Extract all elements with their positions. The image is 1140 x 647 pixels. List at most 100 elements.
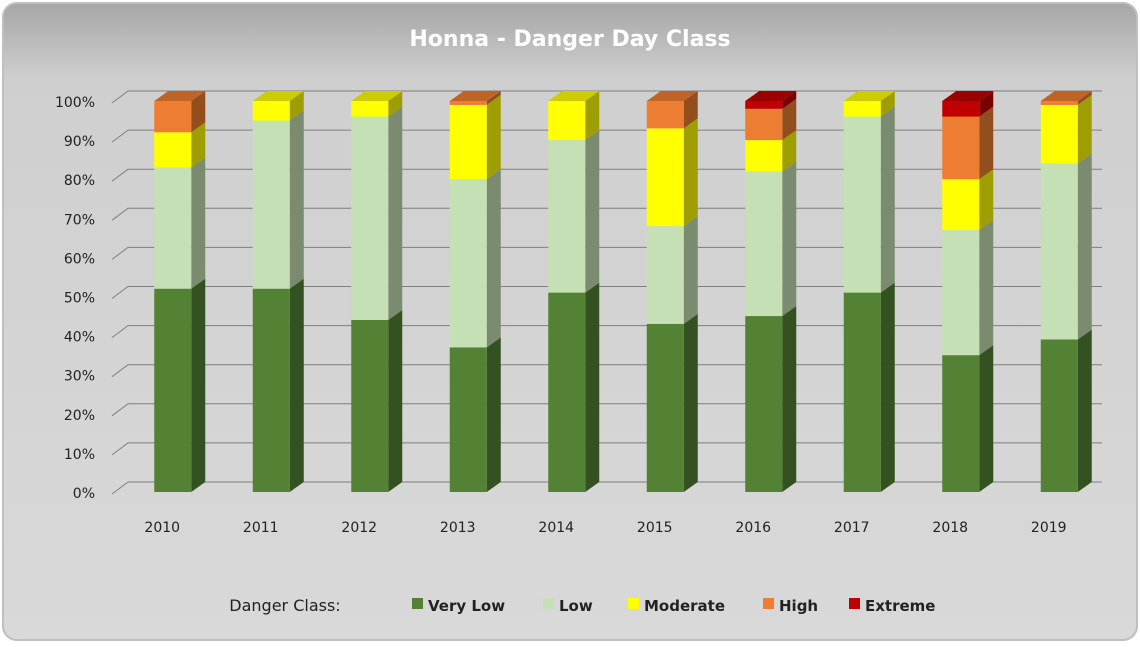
y-tick-label: 10% [64, 447, 95, 463]
bar-face [1077, 91, 1092, 105]
bar-segment [252, 91, 304, 121]
bar-segment [745, 98, 797, 141]
legend-swatch [763, 598, 774, 609]
y-tick-label: 50% [64, 291, 95, 307]
bar-face [942, 355, 980, 492]
bar-face [449, 347, 487, 492]
legend-label: Extreme [865, 597, 935, 615]
bar-segment [646, 91, 698, 129]
bar-face [942, 91, 994, 101]
bar-face [646, 101, 684, 129]
bar-face [548, 292, 586, 492]
bar-segment [646, 313, 698, 492]
bar-segment [252, 278, 304, 492]
bar-face [646, 128, 684, 227]
x-tick-label: 2010 [144, 520, 180, 536]
x-tick-label: 2011 [243, 520, 279, 536]
legend-label: Moderate [644, 597, 725, 615]
bar-segment [843, 106, 895, 293]
legend-swatch [628, 598, 639, 609]
bar-face [191, 122, 206, 168]
bar-face [880, 282, 895, 492]
bar-face [646, 91, 698, 101]
bar-face [745, 140, 783, 172]
bar-face [843, 101, 881, 117]
bar-segment [351, 309, 403, 492]
bar-face [1077, 94, 1092, 164]
bar-segment [942, 169, 994, 231]
x-tick-label: 2015 [637, 520, 673, 536]
bar-segment [646, 216, 698, 324]
bar-segment [449, 337, 501, 492]
x-tick-label: 2017 [834, 520, 870, 536]
bar-face [1077, 329, 1092, 492]
bar-face [1040, 163, 1078, 340]
bar-face [252, 120, 290, 289]
bar-face [745, 101, 783, 109]
bar-face [979, 169, 994, 231]
bar-face [1040, 339, 1078, 492]
y-tick-label: 100% [55, 95, 95, 111]
legend-swatch [849, 598, 860, 609]
bar-face [486, 91, 501, 105]
bar-face [191, 91, 206, 133]
y-tick-label: 80% [64, 173, 95, 189]
x-tick-label: 2019 [1031, 520, 1067, 536]
bar-face [351, 101, 389, 117]
bar-segment [548, 282, 600, 492]
bar-face [388, 91, 403, 117]
bar-face [252, 91, 304, 101]
bar-segment [942, 220, 994, 356]
bar-segment [1040, 153, 1092, 340]
x-tick-label: 2018 [932, 520, 968, 536]
bar-face [449, 104, 487, 180]
bar-segment [843, 91, 895, 117]
bar-face [388, 309, 403, 492]
bar-face [979, 106, 994, 180]
bar-face [351, 116, 389, 320]
bar-segment [252, 110, 304, 289]
bar-segment [154, 91, 206, 133]
legend-swatch [412, 598, 423, 609]
bar-segment [942, 91, 994, 117]
bar-segment [449, 169, 501, 348]
bar-face [646, 323, 684, 492]
bar-segment [351, 91, 403, 117]
y-tick-label: 40% [64, 330, 95, 346]
bar-face [942, 101, 980, 117]
bar-face [1077, 153, 1092, 340]
bar-face [782, 98, 797, 141]
bar-segment [745, 130, 797, 172]
bar-face [548, 101, 586, 141]
bar-face [548, 91, 600, 101]
bar-face [449, 179, 487, 348]
legend-label: Very Low [428, 597, 505, 615]
bar-segment [1040, 91, 1092, 105]
bar-face [1040, 101, 1078, 105]
bar-face [683, 313, 698, 492]
y-tick-label: 30% [64, 369, 95, 385]
legend-label: High [779, 597, 818, 615]
bar-face [585, 282, 600, 492]
bar-face [942, 230, 980, 356]
y-tick-label: 0% [73, 486, 95, 502]
x-tick-label: 2013 [440, 520, 476, 536]
bar-face [1040, 104, 1078, 164]
legend-swatch [543, 598, 554, 609]
bar-segment [745, 306, 797, 492]
bar-face [486, 94, 501, 180]
x-tick-label: 2012 [341, 520, 377, 536]
bar-face [289, 91, 304, 121]
bar-segment [154, 157, 206, 289]
bar-face [843, 292, 881, 492]
bar-face [252, 101, 290, 121]
bar-face [942, 179, 980, 231]
bar-face [782, 130, 797, 172]
bar-segment [449, 91, 501, 105]
bar-face [1040, 91, 1092, 101]
bar-face [979, 91, 994, 117]
bar-face [782, 306, 797, 492]
bar-face [388, 106, 403, 320]
y-tick-label: 60% [64, 251, 95, 267]
